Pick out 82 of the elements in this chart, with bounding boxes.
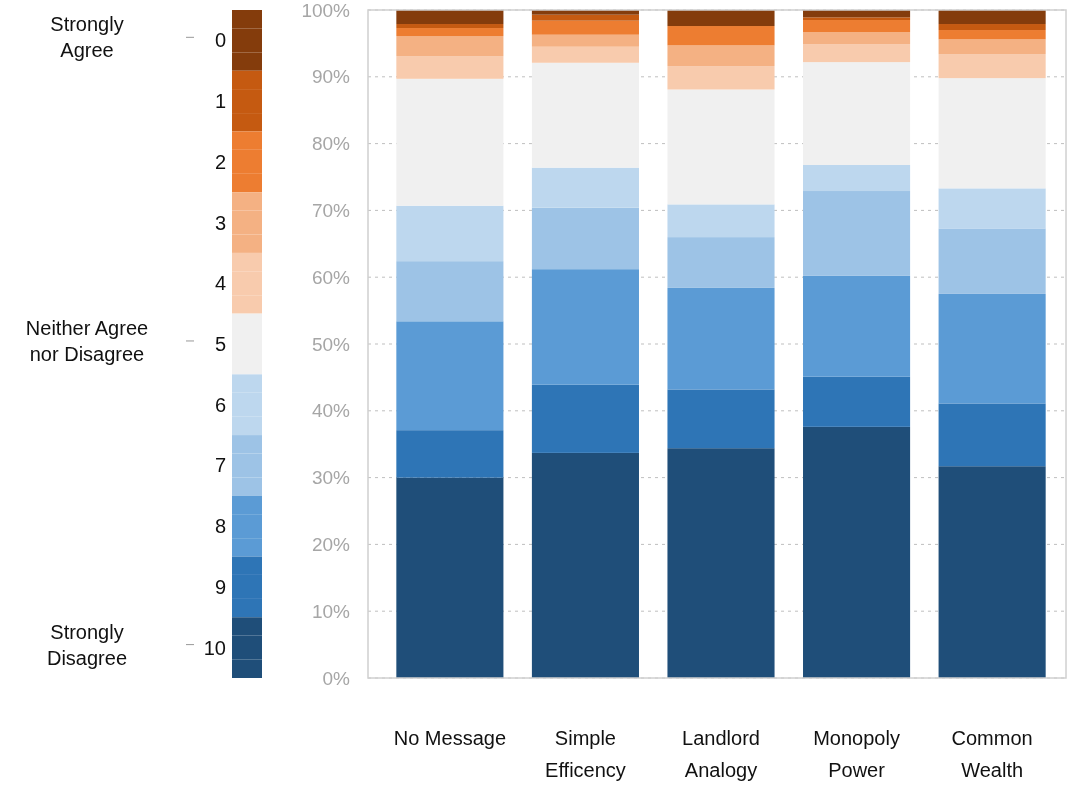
bar	[396, 78, 504, 206]
bar	[803, 44, 911, 63]
bar	[803, 376, 911, 427]
bar	[667, 26, 775, 46]
x-tick-label: No Message	[393, 727, 507, 749]
bar	[938, 188, 1046, 229]
bar	[531, 452, 639, 678]
y-tick-label: 90%	[311, 66, 351, 88]
bar	[396, 205, 504, 262]
bar	[531, 207, 639, 270]
bar	[803, 32, 911, 45]
bar	[667, 204, 775, 238]
bar	[938, 228, 1046, 294]
bar	[396, 261, 504, 322]
legend-label: 6	[214, 393, 226, 416]
y-tick-label: 0%	[322, 667, 351, 689]
y-tick-label: 20%	[311, 534, 351, 556]
bar	[803, 20, 911, 33]
bar	[531, 46, 639, 63]
bar	[396, 430, 504, 478]
bar	[938, 466, 1046, 678]
y-tick-label: 70%	[311, 200, 351, 222]
legend-label: 1	[214, 90, 226, 113]
bar	[667, 287, 775, 390]
bar	[938, 54, 1046, 79]
bar	[938, 39, 1046, 55]
y-tick-label: 30%	[311, 467, 351, 489]
y-tick-label: 60%	[311, 266, 351, 288]
bar	[531, 34, 639, 47]
bar	[667, 237, 775, 288]
legend-label: 4	[214, 272, 226, 295]
bar	[396, 477, 504, 678]
x-tick-label: Landlord Analogy	[682, 727, 760, 781]
bar	[803, 275, 911, 377]
bar	[803, 164, 911, 192]
bar	[667, 45, 775, 67]
legend-label: 3	[214, 211, 226, 234]
legend-label: 2	[214, 150, 226, 173]
bar	[938, 293, 1046, 404]
bar	[531, 384, 639, 453]
bar	[531, 167, 639, 208]
bar	[667, 66, 775, 90]
text: Strongly Disagree	[46, 620, 128, 669]
bar	[396, 56, 504, 79]
bar	[396, 321, 504, 431]
bar	[938, 24, 1046, 31]
legend-label: 5	[214, 333, 226, 355]
bar	[667, 448, 775, 678]
x-tick-label: Common Wealth	[951, 727, 1033, 781]
y-tick-label: 100%	[301, 0, 351, 21]
legend-label: 9	[214, 575, 226, 598]
bar	[803, 426, 911, 678]
legend-label: 0	[214, 29, 226, 52]
y-tick-label: 50%	[311, 333, 351, 355]
bar	[667, 389, 775, 449]
bar	[396, 36, 504, 57]
bar	[531, 14, 639, 21]
bar	[938, 403, 1046, 467]
bar	[938, 30, 1046, 40]
text: Strongly Agree	[50, 13, 124, 62]
bar	[531, 20, 639, 35]
text: Neither Agree nor Disagree	[25, 316, 149, 365]
bar	[803, 62, 911, 165]
bar	[396, 10, 504, 25]
x-tick-label: Monopoly Power	[813, 727, 900, 781]
y-tick-label: 10%	[311, 600, 351, 622]
bar	[396, 24, 504, 29]
y-tick-label: 80%	[311, 133, 351, 155]
bar	[531, 269, 639, 385]
bar	[667, 89, 775, 205]
legend-label: 7	[214, 454, 226, 477]
bar	[938, 10, 1046, 25]
bar	[938, 78, 1046, 189]
legend-label: 8	[214, 515, 226, 538]
x-tick-label: Simple Efficency	[545, 727, 626, 781]
y-tick-label: 40%	[311, 400, 351, 422]
legend-label: 10	[203, 636, 226, 659]
bar	[531, 62, 639, 168]
bar	[803, 191, 911, 276]
bar	[667, 10, 775, 27]
bar	[803, 17, 911, 21]
bar	[396, 28, 504, 37]
